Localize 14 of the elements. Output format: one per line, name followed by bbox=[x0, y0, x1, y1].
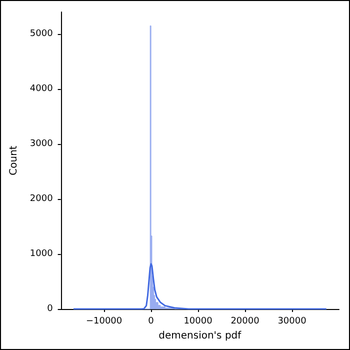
x-tick-label: −10000 bbox=[86, 316, 122, 326]
x-tick-label: 30000 bbox=[278, 316, 307, 326]
y-tick-label: 3000 bbox=[30, 139, 54, 149]
x-tick-label: 10000 bbox=[184, 316, 213, 326]
x-tick-label: 20000 bbox=[230, 316, 260, 326]
x-axis-title: demension's pdf bbox=[158, 330, 242, 342]
y-tick-label: 1000 bbox=[30, 249, 54, 259]
y-axis-title: Count bbox=[8, 146, 20, 176]
y-tick-label: 2000 bbox=[30, 194, 54, 204]
line-series bbox=[72, 263, 328, 310]
y-tick-label: 5000 bbox=[30, 29, 54, 39]
x-tick-label: 0 bbox=[148, 316, 154, 326]
y-tick-label: 0 bbox=[47, 304, 54, 314]
y-tick-label: 4000 bbox=[30, 84, 54, 94]
